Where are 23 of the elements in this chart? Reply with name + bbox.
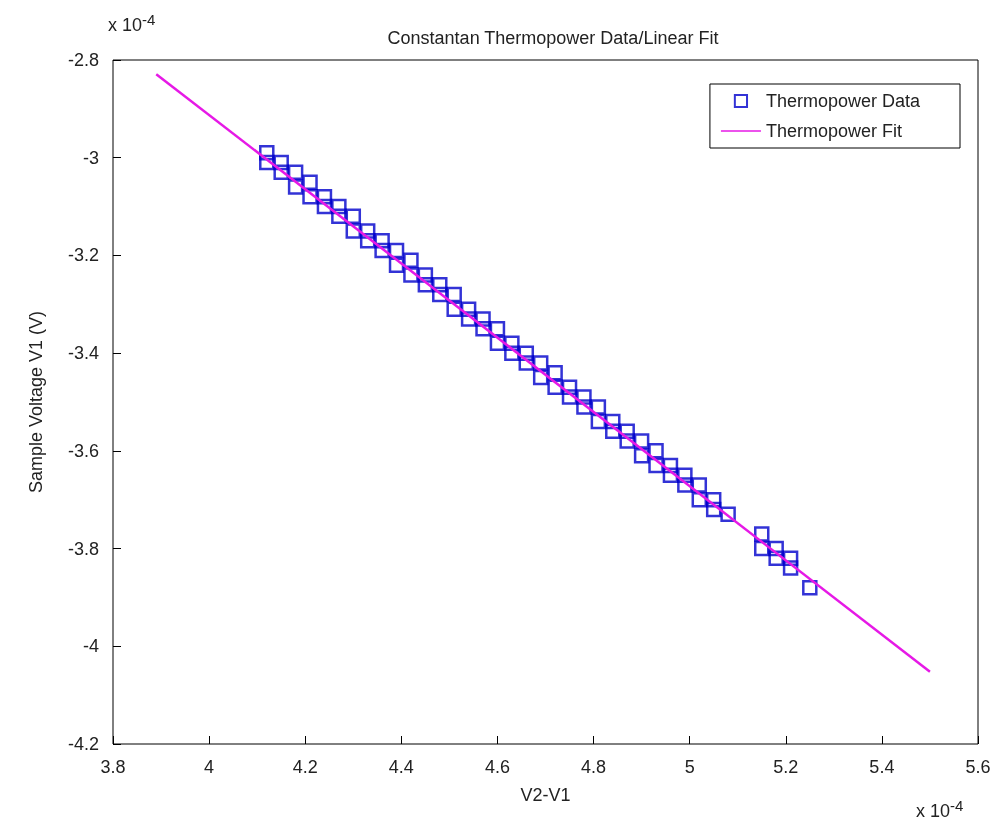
x-axis-title: V2-V1	[520, 785, 571, 805]
chart-title: Constantan Thermopower Data/Linear Fit	[387, 28, 719, 48]
y-axis-title: Sample Voltage V1 (V)	[26, 310, 46, 494]
y-tick-label: -3.6	[67, 440, 99, 461]
x-tick-label: 4.2	[292, 757, 318, 777]
y-tick-label: -3.8	[67, 538, 99, 559]
x-tick-label: 5.4	[869, 757, 895, 777]
x-tick-label: 5.6	[965, 757, 991, 777]
y-tick-label: -4	[82, 636, 99, 657]
x-tick-label: 5.2	[773, 757, 799, 777]
x-tick-label: 5	[684, 757, 695, 777]
y-tick-label: -4.2	[67, 734, 99, 754]
x-tick-label: 3.8	[100, 757, 126, 777]
legend-label: Thermopower Data	[765, 91, 921, 111]
y-tick-label: -2.8	[67, 50, 99, 70]
y-tick-label: -3.2	[67, 245, 99, 266]
legend-label: Thermopower Fit	[765, 121, 902, 141]
x-tick-label: 4	[204, 757, 215, 777]
y-tick-label: -3.4	[67, 343, 99, 364]
x-tick-label: 4.4	[388, 757, 414, 777]
x-tick-label: 4.6	[484, 757, 510, 777]
x-tick-label: 4.8	[581, 757, 607, 777]
y-tick-label: -3	[82, 147, 99, 168]
